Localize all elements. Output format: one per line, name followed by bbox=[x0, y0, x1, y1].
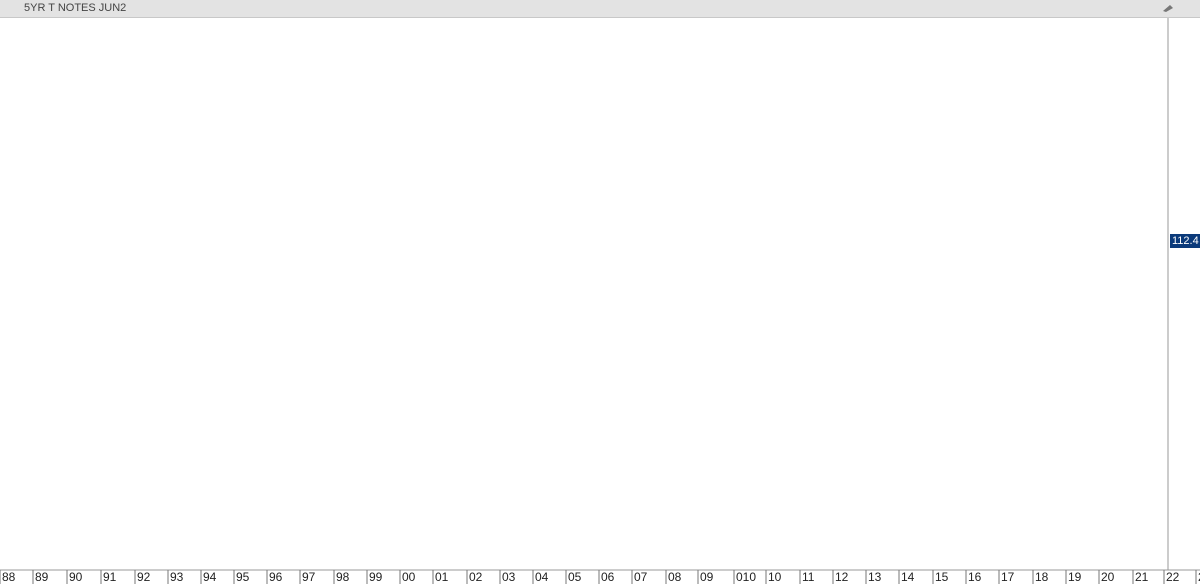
x-tick-label: 03 bbox=[502, 570, 516, 584]
x-tick-label: 98 bbox=[336, 570, 350, 584]
x-tick-label: 13 bbox=[868, 570, 882, 584]
x-tick-label: 99 bbox=[369, 570, 383, 584]
x-tick-label: 10 bbox=[768, 570, 782, 584]
x-tick-label: 15 bbox=[935, 570, 949, 584]
x-tick-label: 06 bbox=[601, 570, 615, 584]
x-tick-label: 010 bbox=[736, 570, 756, 584]
x-tick-label: 88 bbox=[2, 570, 16, 584]
x-tick-label: 16 bbox=[968, 570, 982, 584]
x-tick-label: 90 bbox=[69, 570, 83, 584]
x-tick-label: 97 bbox=[302, 570, 316, 584]
x-tick-label: 94 bbox=[203, 570, 217, 584]
last-price-tag: 112.4 bbox=[1170, 234, 1200, 248]
x-tick-label: 01 bbox=[435, 570, 449, 584]
x-tick-label: 95 bbox=[236, 570, 250, 584]
x-tick-label: 21 bbox=[1135, 570, 1149, 584]
x-tick-label: 2 bbox=[1198, 570, 1200, 584]
window-menu-icon[interactable] bbox=[1162, 3, 1174, 13]
x-tick-label: 14 bbox=[901, 570, 915, 584]
window-title-bar: 5YR T NOTES JUN2 bbox=[0, 0, 1200, 18]
x-tick-label: 12 bbox=[835, 570, 849, 584]
x-tick-label: 08 bbox=[668, 570, 682, 584]
x-tick-label: 93 bbox=[170, 570, 184, 584]
x-tick-label: 19 bbox=[1068, 570, 1082, 584]
price-chart: 9510010511011512012588899091929394959697… bbox=[0, 18, 1200, 584]
x-tick-label: 96 bbox=[269, 570, 283, 584]
x-tick-label: 07 bbox=[634, 570, 648, 584]
x-tick-label: 00 bbox=[402, 570, 416, 584]
x-tick-label: 04 bbox=[535, 570, 549, 584]
x-tick-label: 89 bbox=[35, 570, 49, 584]
x-tick-label: 22 bbox=[1166, 570, 1180, 584]
x-tick-label: 92 bbox=[137, 570, 151, 584]
x-tick-label: 17 bbox=[1001, 570, 1015, 584]
x-tick-label: 20 bbox=[1101, 570, 1115, 584]
x-tick-label: 91 bbox=[103, 570, 117, 584]
x-tick-label: 09 bbox=[700, 570, 714, 584]
x-tick-label: 05 bbox=[568, 570, 582, 584]
x-tick-label: 18 bbox=[1035, 570, 1049, 584]
x-tick-label: 02 bbox=[469, 570, 483, 584]
window-title: 5YR T NOTES JUN2 bbox=[24, 2, 127, 14]
x-tick-label: 11 bbox=[802, 570, 815, 584]
